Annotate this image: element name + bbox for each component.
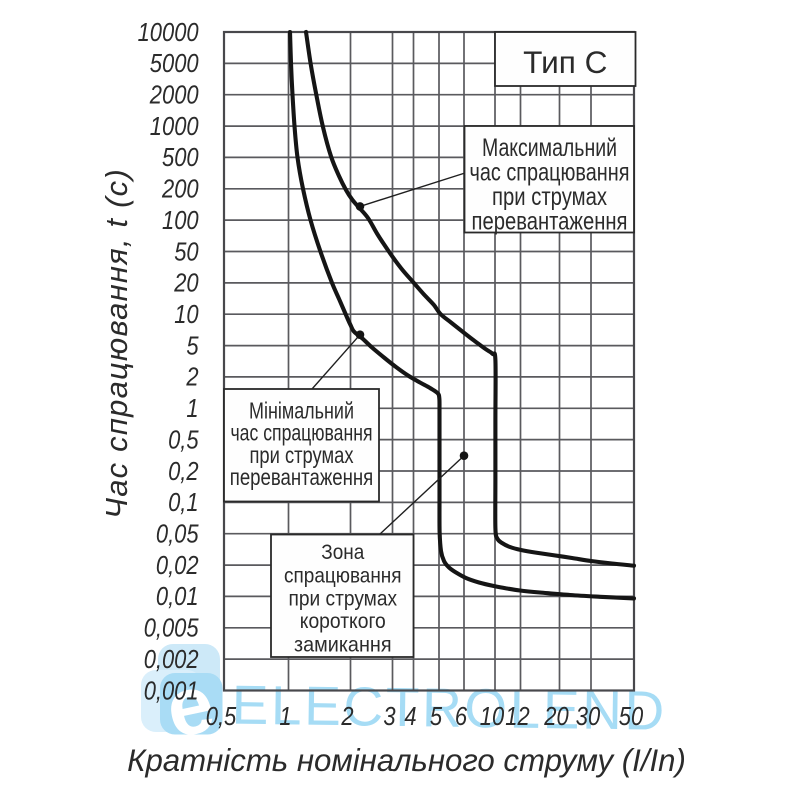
svg-text:Час спрацювання, t (c): Час спрацювання, t (c): [99, 168, 134, 519]
svg-text:1: 1: [186, 395, 198, 423]
svg-text:20: 20: [543, 703, 568, 731]
svg-text:1000: 1000: [150, 113, 199, 141]
svg-text:5: 5: [430, 703, 443, 731]
svg-text:перевантаження: перевантаження: [230, 464, 374, 490]
svg-text:6: 6: [455, 703, 468, 731]
svg-text:0,5: 0,5: [206, 703, 237, 731]
svg-text:при струмах: при струмах: [492, 183, 607, 211]
svg-text:10: 10: [480, 703, 504, 731]
svg-text:4: 4: [404, 703, 416, 731]
svg-text:0,002: 0,002: [144, 646, 199, 674]
svg-text:30: 30: [576, 703, 600, 731]
svg-text:2: 2: [186, 364, 199, 392]
svg-text:Кратність номінального струму: Кратність номінального струму (I/In): [127, 743, 686, 778]
svg-text:0,005: 0,005: [144, 615, 200, 643]
svg-text:5000: 5000: [150, 50, 199, 78]
svg-text:3: 3: [383, 703, 395, 731]
svg-text:при струмах: при струмах: [250, 442, 354, 468]
svg-text:ELECTROLEND: ELECTROLEND: [231, 674, 667, 742]
svg-text:2: 2: [341, 703, 354, 731]
svg-text:0,02: 0,02: [156, 552, 199, 580]
svg-text:0,1: 0,1: [168, 489, 199, 517]
svg-text:0,01: 0,01: [156, 583, 199, 611]
svg-text:Мінімальний: Мінімальний: [249, 397, 354, 423]
svg-text:2000: 2000: [149, 82, 199, 110]
svg-text:1: 1: [279, 703, 291, 731]
svg-text:короткого: короткого: [300, 608, 386, 633]
svg-text:10: 10: [174, 301, 198, 329]
svg-text:замикання: замикання: [294, 631, 392, 656]
svg-text:спрацювання: спрацювання: [284, 563, 402, 588]
svg-text:12: 12: [505, 703, 529, 731]
svg-text:час спрацювання: час спрацювання: [231, 420, 373, 446]
svg-text:500: 500: [162, 144, 199, 172]
svg-text:200: 200: [161, 176, 198, 204]
svg-text:перевантаження: перевантаження: [472, 208, 628, 236]
svg-text:час спрацювання: час спрацювання: [470, 159, 630, 187]
svg-text:0,05: 0,05: [156, 521, 199, 549]
svg-text:10000: 10000: [138, 19, 199, 47]
svg-text:100: 100: [162, 207, 199, 235]
svg-text:5: 5: [186, 332, 199, 360]
svg-text:при струмах: при струмах: [289, 586, 398, 611]
svg-text:20: 20: [173, 270, 198, 298]
svg-text:50: 50: [174, 238, 198, 266]
svg-text:0,001: 0,001: [144, 677, 199, 705]
svg-text:Зона: Зона: [321, 539, 365, 564]
svg-text:Тип С: Тип С: [523, 44, 607, 80]
svg-text:0,5: 0,5: [168, 426, 199, 454]
svg-text:0,2: 0,2: [168, 458, 199, 486]
svg-text:Максимальний: Максимальний: [482, 134, 617, 162]
svg-text:50: 50: [619, 703, 643, 731]
